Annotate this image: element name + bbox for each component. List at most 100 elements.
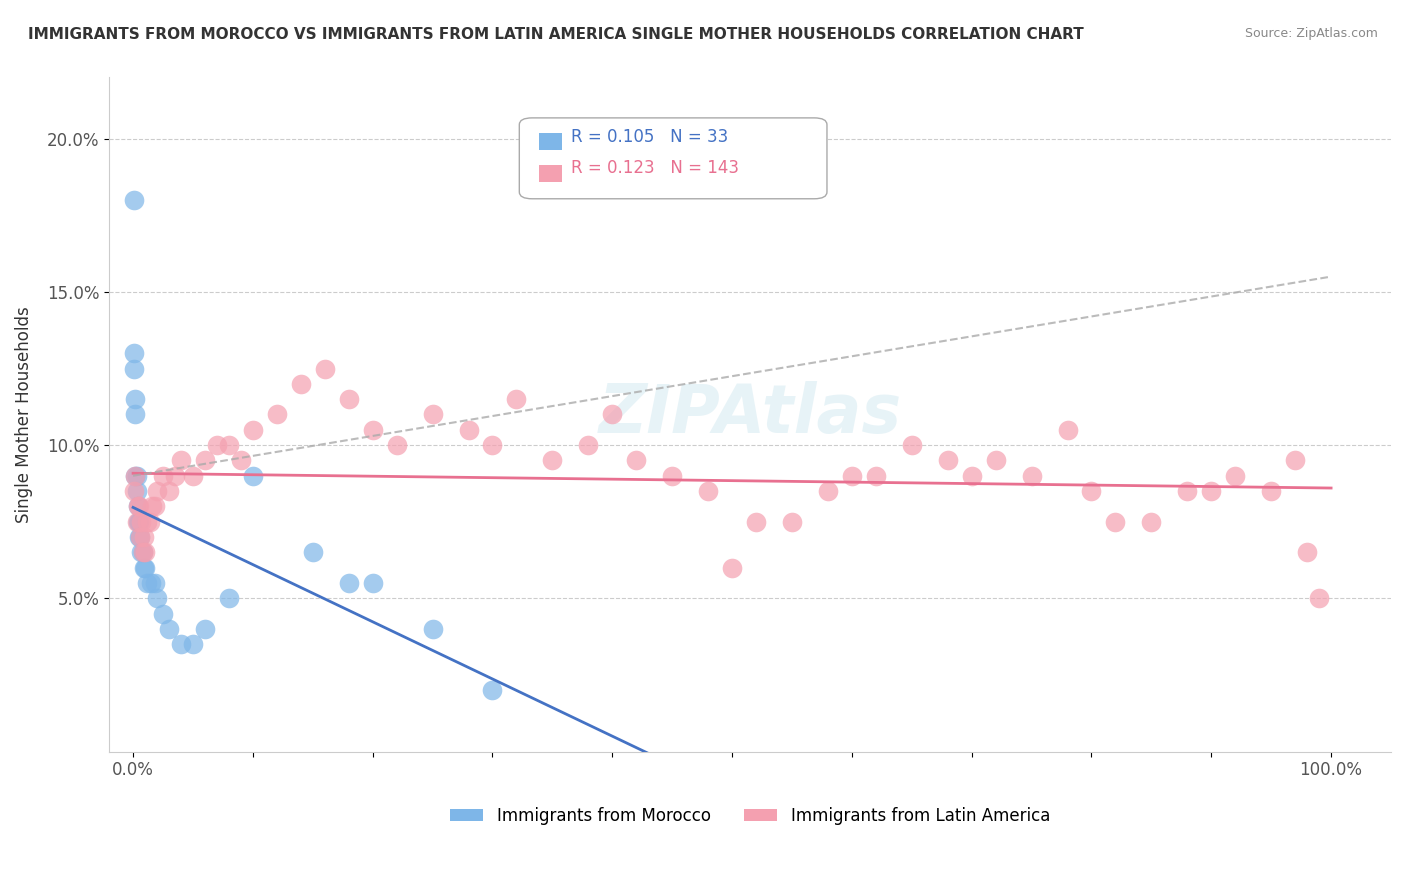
Text: R = 0.105   N = 33: R = 0.105 N = 33 (571, 128, 728, 145)
FancyBboxPatch shape (538, 165, 561, 182)
Point (122, 484, 145, 499)
Point (1175, 484, 1198, 499)
Point (146, 591, 169, 606)
Point (127, 500, 149, 514)
Point (505, 392, 527, 406)
Point (900, 438, 922, 452)
Point (139, 515, 162, 529)
Point (152, 468, 174, 483)
Point (266, 408, 288, 422)
Point (361, 423, 384, 437)
Point (194, 622, 217, 636)
Point (1056, 423, 1078, 437)
Point (865, 468, 887, 483)
FancyBboxPatch shape (538, 134, 561, 150)
Point (218, 591, 240, 606)
Point (122, 361, 145, 376)
Point (576, 438, 599, 452)
Point (157, 622, 180, 636)
Point (132, 530, 155, 544)
Point (361, 576, 384, 591)
Point (1140, 515, 1163, 529)
Point (131, 545, 153, 559)
Point (817, 484, 839, 499)
Point (721, 560, 744, 574)
Point (1296, 545, 1319, 559)
Text: ZIPAtlas: ZIPAtlas (599, 382, 901, 448)
Point (170, 453, 193, 467)
Point (218, 438, 240, 452)
Point (337, 392, 360, 406)
Point (1308, 591, 1330, 606)
Point (229, 453, 252, 467)
Text: IMMIGRANTS FROM MOROCCO VS IMMIGRANTS FROM LATIN AMERICA SINGLE MOTHER HOUSEHOLD: IMMIGRANTS FROM MOROCCO VS IMMIGRANTS FR… (28, 27, 1084, 42)
Point (136, 515, 159, 529)
Point (125, 484, 148, 499)
Point (170, 637, 193, 651)
Point (143, 500, 166, 514)
Point (134, 560, 156, 574)
Point (780, 515, 803, 529)
Point (242, 423, 264, 437)
Point (301, 545, 323, 559)
Point (422, 408, 444, 422)
Point (125, 515, 148, 529)
Text: R = 0.123   N = 143: R = 0.123 N = 143 (571, 160, 738, 178)
Point (128, 500, 150, 514)
Point (128, 515, 150, 529)
Point (129, 530, 152, 544)
Point (131, 545, 153, 559)
Point (134, 545, 156, 559)
Point (481, 683, 503, 698)
Point (457, 423, 479, 437)
Point (124, 392, 146, 406)
Point (242, 468, 264, 483)
Point (141, 500, 163, 514)
Point (127, 515, 149, 529)
Point (337, 576, 360, 591)
Point (129, 530, 152, 544)
Point (661, 468, 683, 483)
Point (128, 530, 150, 544)
Point (1225, 468, 1247, 483)
Point (122, 193, 145, 207)
Point (385, 438, 408, 452)
Point (194, 453, 217, 467)
Legend: Immigrants from Morocco, Immigrants from Latin America: Immigrants from Morocco, Immigrants from… (443, 800, 1057, 831)
Point (146, 484, 169, 499)
Point (314, 361, 336, 376)
Point (1260, 484, 1282, 499)
Point (163, 468, 186, 483)
Point (960, 468, 983, 483)
Point (290, 376, 312, 391)
Point (1080, 484, 1102, 499)
Point (132, 560, 155, 574)
Point (984, 453, 1007, 467)
Point (125, 468, 148, 483)
Point (181, 637, 204, 651)
Point (697, 484, 720, 499)
Point (1284, 453, 1306, 467)
Point (600, 408, 623, 422)
Point (136, 576, 159, 591)
Point (157, 484, 180, 499)
Point (422, 622, 444, 636)
Y-axis label: Single Mother Households: Single Mother Households (15, 306, 32, 523)
Point (131, 545, 153, 559)
Point (152, 607, 174, 621)
Point (936, 453, 959, 467)
Text: Source: ZipAtlas.com: Source: ZipAtlas.com (1244, 27, 1378, 40)
Point (124, 468, 146, 483)
Point (481, 438, 503, 452)
Point (124, 468, 146, 483)
FancyBboxPatch shape (519, 118, 827, 199)
Point (131, 515, 153, 529)
Point (124, 408, 146, 422)
Point (122, 346, 145, 360)
Point (205, 438, 228, 452)
Point (626, 453, 648, 467)
Point (1021, 468, 1043, 483)
Point (745, 515, 768, 529)
Point (181, 468, 204, 483)
Point (541, 453, 564, 467)
